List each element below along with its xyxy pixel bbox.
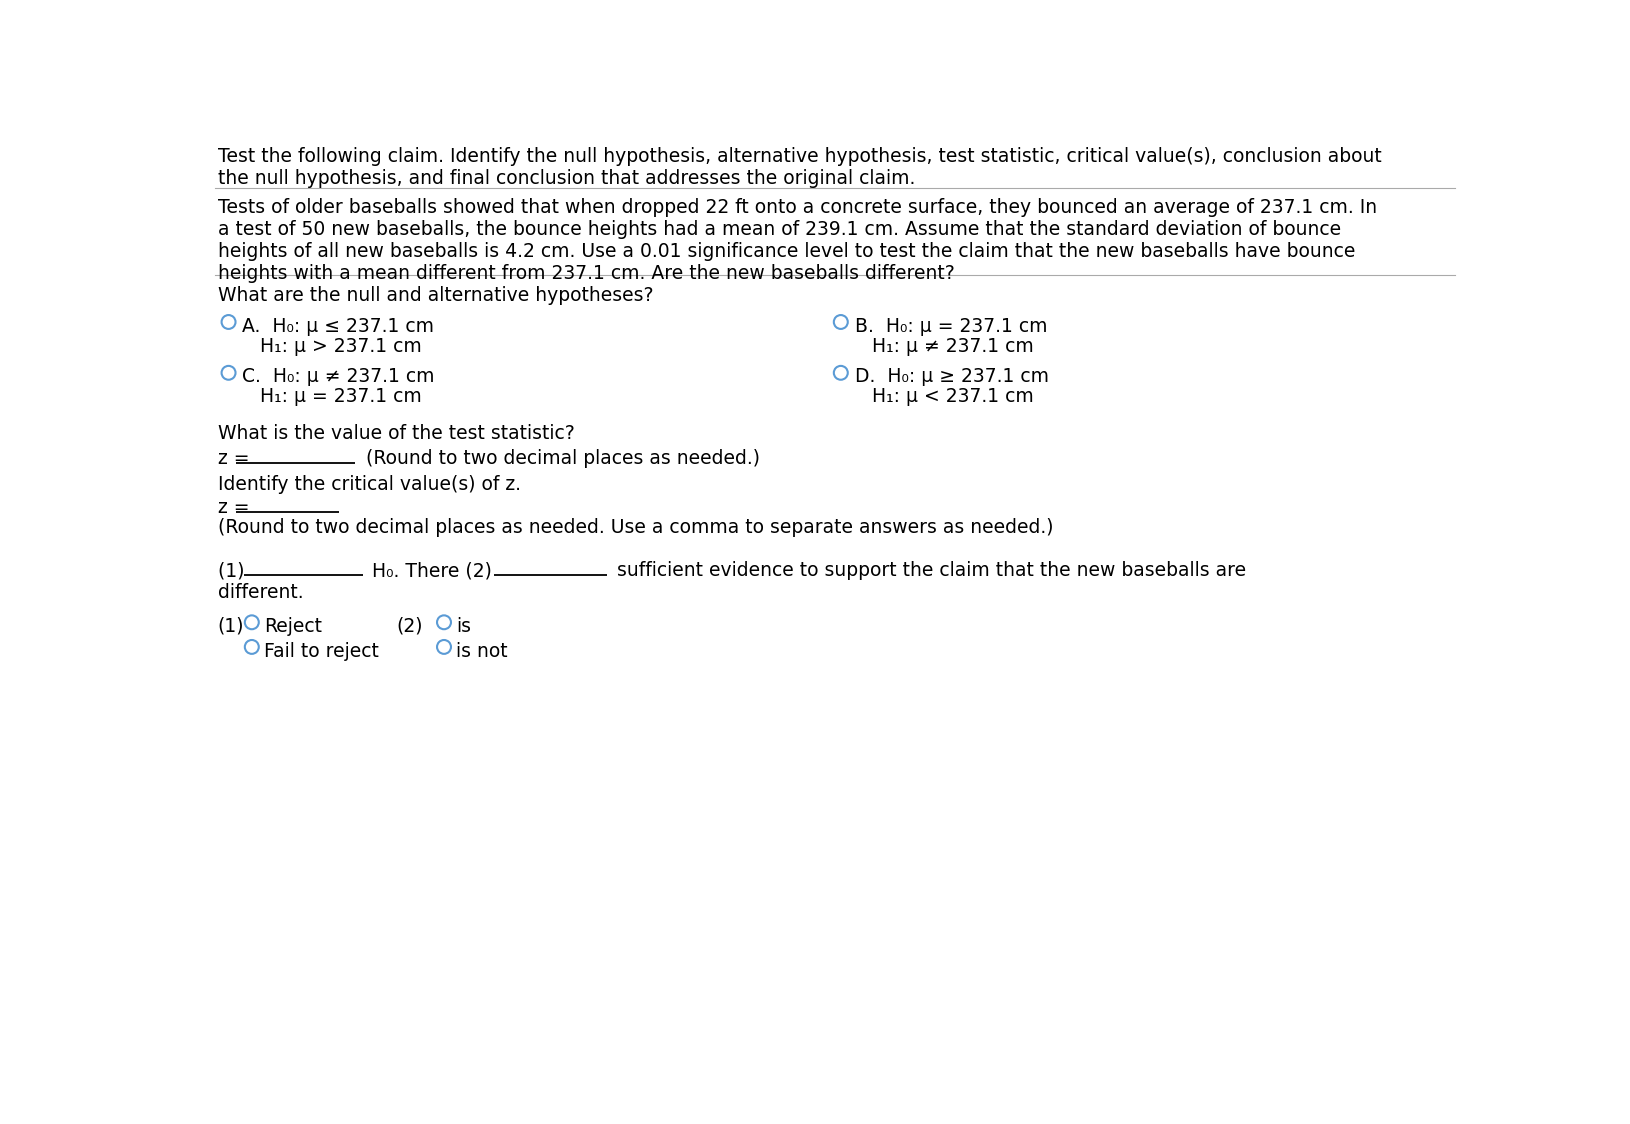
Text: H₁: μ < 237.1 cm: H₁: μ < 237.1 cm	[872, 388, 1033, 407]
Text: Identify the critical value(s) of z.: Identify the critical value(s) of z.	[218, 475, 520, 495]
Text: z =: z =	[218, 498, 256, 517]
Text: (1): (1)	[218, 617, 244, 636]
Text: D.  H₀: μ ≥ 237.1 cm: D. H₀: μ ≥ 237.1 cm	[854, 368, 1048, 387]
Text: B.  H₀: μ = 237.1 cm: B. H₀: μ = 237.1 cm	[854, 317, 1046, 336]
Text: Tests of older baseballs showed that when dropped 22 ft onto a concrete surface,: Tests of older baseballs showed that whe…	[218, 198, 1377, 283]
Text: Test the following claim. Identify the null hypothesis, alternative hypothesis, : Test the following claim. Identify the n…	[218, 147, 1382, 188]
Text: z =: z =	[218, 450, 256, 468]
Text: sufficient evidence to support the claim that the new baseballs are: sufficient evidence to support the claim…	[611, 562, 1245, 580]
Circle shape	[244, 640, 259, 654]
Circle shape	[835, 366, 848, 380]
Text: (1): (1)	[218, 562, 249, 580]
Circle shape	[835, 315, 848, 329]
Text: C.  H₀: μ ≠ 237.1 cm: C. H₀: μ ≠ 237.1 cm	[243, 368, 435, 387]
Text: H₀. There (2): H₀. There (2)	[367, 562, 499, 580]
Text: (2): (2)	[396, 617, 422, 636]
Text: H₁: μ ≠ 237.1 cm: H₁: μ ≠ 237.1 cm	[872, 336, 1033, 355]
Text: H₁: μ > 237.1 cm: H₁: μ > 237.1 cm	[259, 336, 421, 355]
Text: (Round to two decimal places as needed.): (Round to two decimal places as needed.)	[367, 450, 761, 468]
Text: H₁: μ = 237.1 cm: H₁: μ = 237.1 cm	[259, 388, 421, 407]
Circle shape	[222, 315, 235, 329]
Circle shape	[222, 366, 235, 380]
Circle shape	[244, 615, 259, 629]
Text: (Round to two decimal places as needed. Use a comma to separate answers as neede: (Round to two decimal places as needed. …	[218, 518, 1053, 537]
Text: What are the null and alternative hypotheses?: What are the null and alternative hypoth…	[218, 285, 654, 305]
Circle shape	[437, 640, 452, 654]
Text: Fail to reject: Fail to reject	[264, 642, 380, 661]
Text: is: is	[456, 617, 471, 636]
Circle shape	[437, 615, 452, 629]
Text: is not: is not	[456, 642, 509, 661]
Text: A.  H₀: μ ≤ 237.1 cm: A. H₀: μ ≤ 237.1 cm	[243, 317, 435, 336]
Text: Reject: Reject	[264, 617, 323, 636]
Text: What is the value of the test statistic?: What is the value of the test statistic?	[218, 425, 574, 443]
Text: different.: different.	[218, 583, 303, 602]
